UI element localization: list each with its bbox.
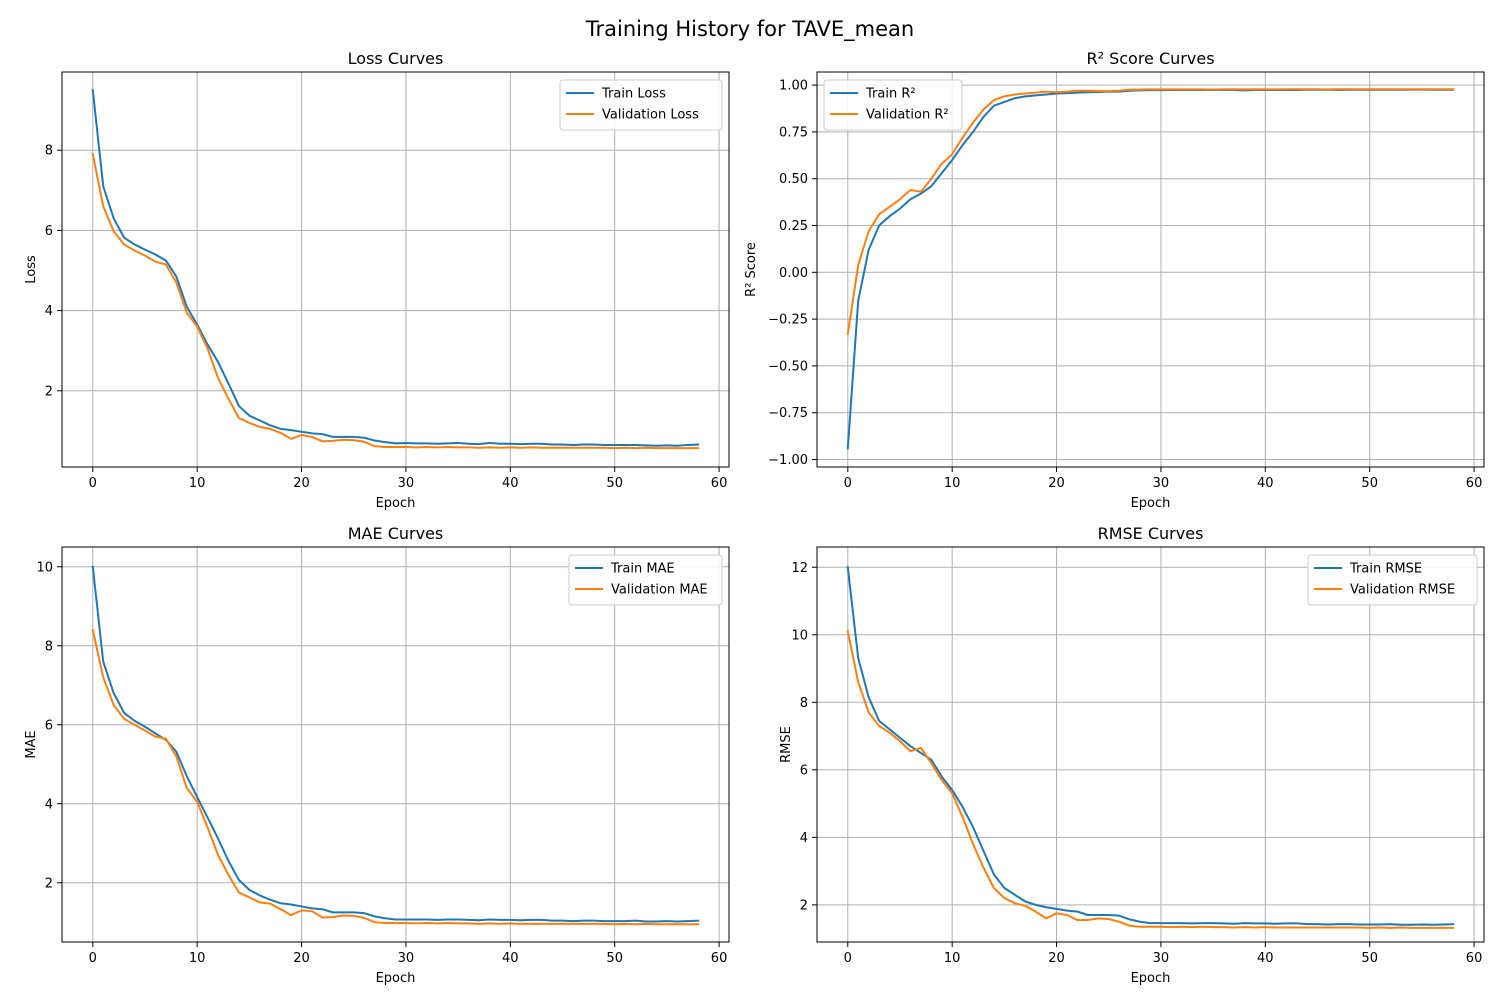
rmse-x-tick-label: 40	[1257, 951, 1274, 966]
rmse-y-axis-label: RMSE	[779, 726, 794, 763]
rmse-y-tick-label: 8	[800, 696, 808, 711]
loss-x-tick-label: 30	[398, 476, 415, 491]
r2-y-tick-label: −0.50	[768, 359, 808, 374]
mae-legend-label-train: Train MAE	[610, 562, 675, 577]
rmse-legend: Train RMSE Validation RMSE	[1307, 554, 1478, 606]
r2-x-axis-label: Epoch	[1131, 496, 1171, 511]
mae-y-axis-label: MAE	[24, 730, 39, 758]
rmse-x-tick-label: 20	[1048, 951, 1065, 966]
r2-x-tick-label: 10	[944, 476, 961, 491]
r2-y-tick-label: 0.50	[779, 172, 808, 187]
loss-chart-title: Loss Curves	[348, 49, 444, 68]
r2-axes-frame	[816, 71, 1485, 468]
r2-y-tick-label: 0.25	[779, 219, 808, 234]
r2-x-tick-label: 0	[844, 476, 852, 491]
mae-x-axis-label: Epoch	[376, 971, 416, 986]
r2-chart-title: R² Score Curves	[1086, 49, 1214, 68]
loss-legend-label-train: Train Loss	[601, 87, 666, 102]
mae-y-tick-label: 10	[36, 560, 53, 575]
mae-legend: Train MAE Validation MAE	[568, 554, 723, 606]
mae-x-tick-label: 30	[398, 951, 415, 966]
rmse-y-tick-label: 12	[791, 561, 808, 576]
rmse-axes-frame	[816, 546, 1485, 943]
rmse-y-tick-label: 6	[800, 763, 808, 778]
r2-y-tick-label: 0.75	[779, 125, 808, 140]
rmse-x-tick-label: 50	[1361, 951, 1378, 966]
rmse-chart: 0 10 20 30 40 50 60 2 4 6 8 10 12 RMSE Curves Epoch RMS…	[779, 524, 1485, 986]
rmse-train-series-line	[846, 566, 1455, 926]
mae-x-tick-label: 10	[189, 951, 206, 966]
r2-y-tick-label: −1.00	[768, 453, 808, 468]
r2-y-tick-label: −0.25	[768, 313, 808, 328]
rmse-x-tick-label: 0	[844, 951, 852, 966]
r2-legend-box	[823, 79, 963, 131]
r2-y-axis-label: R² Score	[744, 242, 759, 297]
r2-x-tick-label: 50	[1361, 476, 1378, 491]
r2-x-tick-label: 30	[1153, 476, 1170, 491]
rmse-x-tick-label: 10	[944, 951, 961, 966]
mae-y-tick-label: 6	[45, 718, 53, 733]
loss-x-tick-label: 0	[89, 476, 97, 491]
rmse-legend-label-validation: Validation RMSE	[1350, 583, 1455, 598]
loss-legend-box	[559, 79, 723, 131]
r2-validation-series-line	[846, 88, 1455, 336]
loss-train-series-line	[91, 88, 700, 447]
loss-legend-label-validation: Validation Loss	[602, 108, 699, 123]
r2-x-tick-label: 40	[1257, 476, 1274, 491]
loss-axes-frame	[61, 71, 730, 468]
rmse-legend-box	[1307, 554, 1478, 606]
loss-y-tick-label: 8	[45, 144, 53, 159]
mae-x-tick-label: 60	[711, 951, 728, 966]
r2-y-tick-label: 0.00	[779, 266, 808, 281]
rmse-x-axis-label: Epoch	[1131, 971, 1171, 986]
r2-legend: Train R² Validation R²	[823, 79, 963, 131]
mae-chart-title: MAE Curves	[348, 524, 443, 543]
r2-x-tick-label: 20	[1048, 476, 1065, 491]
r2-y-tick-label: 1.00	[779, 79, 808, 94]
loss-y-tick-label: 4	[45, 304, 53, 319]
mae-y-tick-label: 4	[45, 797, 53, 812]
mae-x-tick-label: 20	[293, 951, 310, 966]
loss-chart: 0 10 20 30 40 50 60 2 4 6 8 Loss Curves Epoch Loss Tra…	[24, 49, 730, 511]
mae-legend-label-validation: Validation MAE	[611, 583, 708, 598]
r2-legend-label-train: Train R²	[865, 87, 916, 102]
rmse-y-tick-label: 2	[800, 898, 808, 913]
loss-x-tick-label: 10	[189, 476, 206, 491]
loss-y-tick-label: 2	[45, 384, 53, 399]
r2-y-tick-label: −0.75	[768, 406, 808, 421]
loss-x-tick-label: 20	[293, 476, 310, 491]
mae-chart: 0 10 20 30 40 50 60 2 4 6 8 10 MAE Curves Epoch MAE Tra…	[24, 524, 730, 986]
mae-x-tick-label: 40	[502, 951, 519, 966]
rmse-legend-label-train: Train RMSE	[1349, 562, 1422, 577]
r2-x-tick-label: 60	[1466, 476, 1483, 491]
mae-validation-series-line	[91, 628, 700, 926]
loss-x-axis-label: Epoch	[376, 496, 416, 511]
mae-y-tick-label: 2	[45, 876, 53, 891]
mae-x-tick-label: 0	[89, 951, 97, 966]
mae-x-tick-label: 50	[606, 951, 623, 966]
mae-legend-box	[568, 554, 723, 606]
rmse-y-tick-label: 4	[800, 831, 808, 846]
rmse-chart-title: RMSE Curves	[1098, 524, 1204, 543]
loss-x-tick-label: 50	[606, 476, 623, 491]
rmse-y-tick-label: 10	[791, 628, 808, 643]
loss-y-tick-label: 6	[45, 224, 53, 239]
figure-suptitle: Training History for TAVE_mean	[585, 17, 914, 42]
r2-chart: 0 10 20 30 40 50 60 −1.00 −0.75 −0.50 −0.25 0.00 0.2…	[744, 49, 1485, 511]
rmse-x-tick-label: 30	[1153, 951, 1170, 966]
loss-x-tick-label: 40	[502, 476, 519, 491]
loss-legend: Train Loss Validation Loss	[559, 79, 723, 131]
mae-y-tick-label: 8	[45, 639, 53, 654]
rmse-x-tick-label: 60	[1466, 951, 1483, 966]
rmse-validation-series-line	[846, 630, 1455, 929]
loss-x-tick-label: 60	[711, 476, 728, 491]
mae-train-series-line	[91, 565, 700, 923]
loss-validation-series-line	[91, 153, 700, 450]
r2-legend-label-validation: Validation R²	[866, 108, 949, 123]
loss-y-axis-label: Loss	[24, 255, 39, 284]
mae-axes-frame	[61, 546, 730, 943]
